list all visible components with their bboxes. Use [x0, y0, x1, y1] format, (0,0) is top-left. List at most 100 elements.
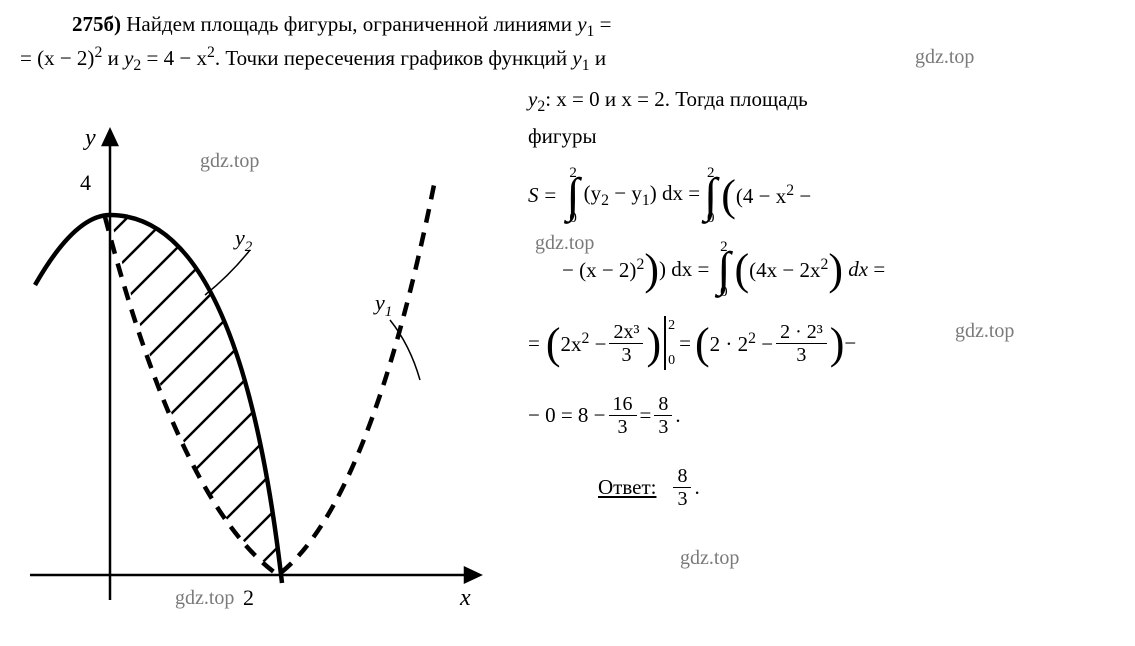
intg1b: − y: [609, 181, 642, 205]
frac1-den: 3: [617, 344, 635, 366]
frac2-num: 2 · 2³: [776, 321, 827, 344]
intro-text-3: . Точки пересечения графиков функций: [215, 46, 573, 70]
frac-1: 2x³ 3: [609, 321, 643, 366]
curve-label-y1: y1: [373, 290, 392, 320]
frac4-num: 8: [654, 393, 672, 416]
and-1: и: [108, 46, 125, 70]
y2-expr: = 4 − x: [141, 46, 207, 70]
int1-lower: 0: [569, 211, 577, 226]
answer-frac: 8 3: [673, 465, 691, 510]
problem-intro: 275б) Найдем площадь фигуры, ограниченно…: [20, 10, 1115, 77]
math-line-3: = ( 2x2 − 2x³ 3 ) 2 0 = ( 2 · 22 −: [528, 314, 1115, 372]
frac2-den: 3: [792, 344, 810, 366]
frac-4: 8 3: [654, 393, 672, 438]
x-axis-label: x: [459, 585, 471, 611]
intg1b-sub: 1: [642, 192, 650, 209]
curve-y2: [35, 215, 282, 583]
S-eq: S =: [528, 181, 557, 210]
hatch-group: [80, 105, 320, 645]
frac1-num: 2x³: [609, 321, 643, 344]
rpar-4: ): [830, 326, 845, 361]
rpar-3: ): [646, 326, 661, 361]
frac-2: 2 · 2³ 3: [776, 321, 827, 366]
integrand-3: (4x − 2x2: [749, 254, 828, 285]
eq-2: =: [679, 329, 691, 358]
y1-sub-2: 1: [582, 58, 590, 75]
line-y2-xvals: y2: x = 0 и x = 2. Тогда площадь: [528, 85, 1115, 118]
anti-a: 2x: [561, 332, 582, 356]
answer-dot: .: [694, 473, 699, 502]
intro-text-2: = (x − 2): [20, 46, 94, 70]
eval-upper: 2: [668, 316, 675, 336]
answer-label: Ответ:: [598, 473, 656, 502]
y1-var: y: [577, 12, 586, 36]
y-arrow: [103, 130, 117, 145]
intg2-sup: 2: [786, 182, 794, 199]
integral-3: 2 ∫ 0: [717, 240, 730, 300]
l2a: − (x − 2)2: [562, 254, 644, 285]
eval-bar: 2 0: [664, 316, 675, 370]
lpar-2: (: [734, 252, 749, 287]
xvals-text: : x = 0 и x = 2. Тогда площадь: [545, 87, 808, 111]
eval-lower: 0: [668, 351, 675, 371]
int3-lower: 0: [720, 285, 728, 300]
lpar-3: (: [546, 326, 561, 361]
math-line-4: − 0 = 8 − 16 3 = 8 3 .: [528, 386, 1115, 444]
intg3: (4x − 2x: [749, 258, 820, 282]
intg3-tail: dx =: [843, 255, 885, 284]
rpar-2: ): [828, 252, 843, 287]
y-axis-label: y: [83, 125, 96, 151]
eval-expr: 2 · 22 −: [710, 328, 773, 359]
y-tick-4-label: 4: [80, 170, 91, 195]
l2a-sup: 2: [636, 256, 644, 273]
problem-number: 275б): [72, 12, 121, 36]
graph-column: y x 4 2: [20, 85, 520, 646]
intro-text-1: Найдем площадь фигуры, ограниченной лини…: [126, 12, 577, 36]
eval-a: 2 · 2: [710, 332, 749, 356]
line-figury: фигуры: [528, 122, 1115, 151]
math-line-1: S = 2 ∫ 0 (y2 − y1) dx = 2 ∫ 0 ( (4 − x2…: [528, 166, 1115, 226]
intg2: (4 − x: [736, 184, 786, 208]
math-column: y2: x = 0 и x = 2. Тогда площадь фигуры …: [520, 85, 1115, 530]
eval-minus: −: [756, 332, 773, 356]
graph-svg: y x 4 2: [20, 105, 500, 645]
columns: y x 4 2: [20, 85, 1115, 646]
eq-sign: =: [594, 12, 611, 36]
page: gdz.top gdz.top gdz.top gdz.top gdz.top …: [0, 0, 1135, 646]
y2-var-2: y: [528, 87, 537, 111]
eq-3: =: [640, 401, 652, 430]
l2b: ) dx =: [659, 255, 709, 284]
anti-minus: −: [589, 332, 606, 356]
x-arrow: [465, 568, 480, 582]
lpar-1: (: [721, 178, 736, 213]
frac-3: 16 3: [609, 393, 637, 438]
intg1c: ) dx =: [650, 181, 700, 205]
math-line-2: − (x − 2)2 ) ) dx = 2 ∫ 0 ( (4x − 2x2 ) …: [528, 240, 1115, 300]
y1-var-2: y: [572, 46, 581, 70]
integrand-1: (y2 − y1) dx =: [584, 179, 700, 212]
intg1a: (y: [584, 181, 602, 205]
and-2: и: [595, 46, 606, 70]
frac4-den: 3: [654, 416, 672, 438]
answer-den: 3: [673, 488, 691, 510]
integral-2: 2 ∫ 0: [704, 166, 717, 226]
dot-1: .: [675, 401, 680, 430]
frac3-den: 3: [614, 416, 632, 438]
frac3-num: 16: [609, 393, 637, 416]
answer-num: 8: [673, 465, 691, 488]
l5a: − 0 = 8 −: [528, 401, 606, 430]
integral-1: 2 ∫ 0: [567, 166, 580, 226]
answer-line: Ответ: 8 3 .: [598, 458, 1115, 516]
x-tick-2-label: 2: [243, 585, 254, 610]
int2-lower: 0: [707, 211, 715, 226]
sq-1: 2: [94, 44, 102, 61]
sq-2: 2: [207, 44, 215, 61]
integrand-2: (4 − x2 −: [736, 180, 811, 211]
y2-var: y: [124, 46, 133, 70]
lpar-4: (: [695, 326, 710, 361]
eval-a-sup: 2: [748, 330, 756, 347]
leader-y2: [205, 250, 250, 295]
intg1a-sub: 2: [601, 192, 609, 209]
trail-minus: −: [844, 329, 856, 358]
antideriv: 2x2 −: [561, 328, 607, 359]
